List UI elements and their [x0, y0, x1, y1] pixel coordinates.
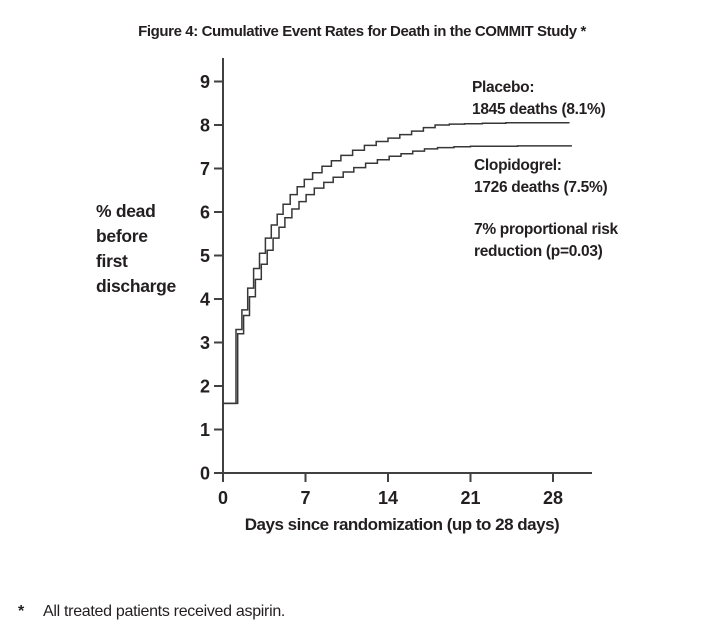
y-tick-label-5: 5 — [200, 246, 210, 266]
footnote-text: All treated patients received aspirin. — [43, 603, 286, 620]
y-axis-label-line-1: % dead — [96, 201, 156, 221]
risk-reduction-line-2: reduction (p=0.03) — [474, 243, 603, 260]
y-tick-label-8: 8 — [200, 116, 210, 136]
x-tick-label-7: 7 — [300, 488, 310, 508]
clopidogrel-series-name: Clopidogrel: — [474, 157, 562, 174]
x-tick-label-0: 0 — [218, 488, 228, 508]
placebo-series-label: Placebo: 1845 deaths (8.1%) — [472, 77, 606, 120]
risk-reduction-line-1: 7% proportional risk — [474, 221, 618, 238]
x-tick-label-14: 14 — [378, 488, 398, 508]
y-axis-label-line-4: discharge — [96, 276, 176, 296]
footnote-asterisk: * — [18, 603, 24, 620]
y-tick-label-6: 6 — [200, 203, 210, 223]
x-tick-label-21: 21 — [460, 488, 480, 508]
placebo-curve — [223, 122, 570, 405]
x-tick-label-28: 28 — [543, 488, 563, 508]
y-tick-label-3: 3 — [200, 333, 210, 353]
y-axis-label: % dead before first discharge — [96, 199, 176, 299]
y-tick-label-4: 4 — [200, 290, 210, 310]
y-tick-label-2: 2 — [200, 377, 210, 397]
risk-reduction-annotation: 7% proportional risk reduction (p=0.03) — [474, 219, 618, 263]
figure-title: Figure 4: Cumulative Event Rates for Dea… — [138, 23, 586, 40]
y-axis-label-line-3: first — [96, 251, 128, 271]
placebo-series-name: Placebo: — [472, 79, 535, 96]
clopidogrel-series-stats: 1726 deaths (7.5%) — [474, 178, 608, 196]
clopidogrel-curve — [223, 145, 572, 405]
y-axis-label-line-2: before — [96, 226, 148, 246]
y-tick-label-1: 1 — [200, 420, 210, 440]
y-tick-label-0: 0 — [200, 464, 210, 484]
y-tick-label-9: 9 — [200, 72, 210, 92]
placebo-series-stats: 1845 deaths (8.1%) — [472, 100, 606, 118]
x-axis-label: Days since randomization (up to 28 days) — [244, 515, 560, 534]
clopidogrel-series-label: Clopidogrel: 1726 deaths (7.5%) — [474, 155, 608, 198]
y-tick-label-7: 7 — [200, 159, 210, 179]
